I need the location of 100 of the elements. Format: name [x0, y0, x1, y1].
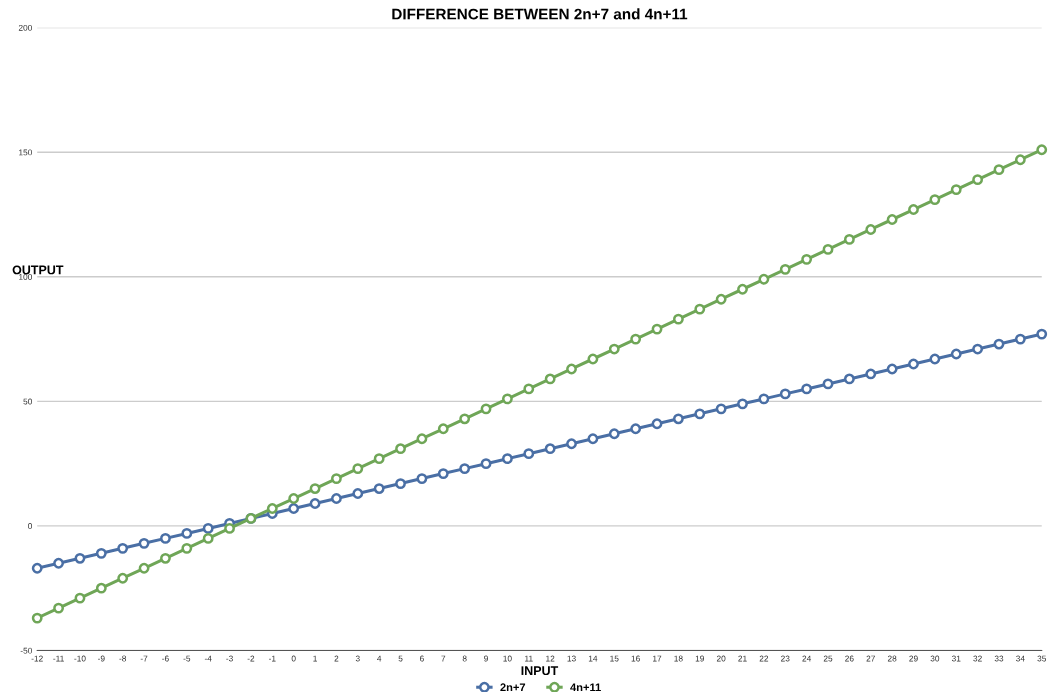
x-tick-label: 9 [484, 655, 488, 662]
point [715, 293, 727, 305]
x-tick-label: -5 [183, 655, 191, 662]
x-tick-label: 23 [781, 655, 790, 662]
point [181, 542, 193, 554]
x-tick-label: 22 [759, 655, 769, 662]
point [523, 383, 535, 395]
point [672, 313, 684, 325]
point [459, 413, 471, 425]
point [972, 174, 984, 186]
x-tick-label: -11 [53, 655, 64, 662]
point [822, 378, 834, 390]
y-axis-title: OUTPUT [12, 265, 64, 275]
point [694, 303, 706, 315]
point [331, 473, 342, 484]
x-tick-label: 15 [610, 655, 619, 662]
point [437, 423, 449, 435]
point [1014, 154, 1026, 166]
x-tick-label: 3 [355, 655, 360, 662]
point [160, 552, 171, 564]
point [608, 343, 620, 355]
point [288, 493, 300, 504]
point [779, 263, 791, 275]
point [138, 562, 150, 574]
point [31, 562, 43, 574]
point [437, 468, 449, 480]
point [651, 418, 663, 430]
point [566, 363, 577, 375]
point [950, 184, 962, 196]
point [95, 547, 107, 559]
point [331, 493, 342, 504]
x-tick-label: 2 [334, 655, 339, 662]
x-tick-label: -10 [74, 655, 86, 662]
point [117, 572, 129, 584]
y-tick-label: 200 [18, 24, 33, 31]
point [779, 388, 791, 400]
x-tick-label: 33 [994, 655, 1004, 662]
point [587, 433, 599, 445]
x-tick-label: 18 [674, 655, 683, 662]
point [459, 463, 471, 475]
point [758, 273, 770, 285]
point [587, 353, 599, 365]
point [737, 398, 748, 410]
x-tick-label: 20 [716, 655, 726, 662]
x-tick-label: 28 [887, 655, 897, 662]
x-tick-label: 31 [951, 655, 961, 662]
point [950, 348, 962, 360]
point [694, 408, 706, 420]
x-tick-label: -3 [226, 655, 233, 662]
point [908, 358, 919, 370]
x-tick-label: 27 [866, 655, 875, 662]
x-tick-label: -2 [247, 655, 255, 662]
x-tick-label: 12 [546, 655, 555, 662]
point [544, 443, 556, 455]
point [53, 602, 64, 614]
point [865, 224, 877, 235]
x-tick-label: 24 [802, 655, 812, 662]
point [309, 483, 321, 494]
x-tick-label: -7 [140, 655, 148, 662]
point [74, 592, 86, 604]
point [566, 438, 577, 450]
x-tick-label: 1 [313, 655, 317, 662]
point [822, 243, 834, 255]
point [95, 582, 107, 594]
point [630, 423, 642, 435]
x-tick-label: 29 [909, 655, 918, 662]
point [288, 503, 300, 514]
point [373, 483, 385, 494]
point [502, 393, 513, 405]
point [352, 488, 364, 499]
x-tick-label: 14 [588, 655, 598, 662]
x-tick-label: -4 [204, 655, 212, 662]
x-tick-label: 5 [398, 655, 403, 662]
point [1036, 328, 1048, 340]
point [31, 612, 43, 624]
point [672, 413, 684, 425]
point [608, 428, 620, 440]
x-tick-label: 19 [695, 655, 705, 662]
x-tick-label: 8 [462, 655, 467, 662]
point [138, 537, 150, 549]
y-tick-label: 50 [23, 398, 33, 405]
point [929, 194, 941, 205]
point [74, 552, 86, 564]
point [972, 343, 984, 355]
point [416, 433, 428, 445]
x-tick-label: -6 [162, 655, 169, 662]
point [886, 214, 898, 225]
point [651, 323, 663, 335]
point [202, 532, 214, 544]
point [993, 164, 1005, 176]
x-tick-label: 32 [973, 655, 982, 662]
point [544, 373, 556, 385]
point [416, 473, 428, 484]
x-tick-label: 4 [377, 655, 382, 662]
point [160, 532, 171, 544]
point [480, 458, 492, 470]
point [758, 393, 770, 405]
point [202, 522, 214, 534]
x-tick-label: 35 [1037, 655, 1047, 662]
x-tick-label: -9 [97, 655, 105, 662]
